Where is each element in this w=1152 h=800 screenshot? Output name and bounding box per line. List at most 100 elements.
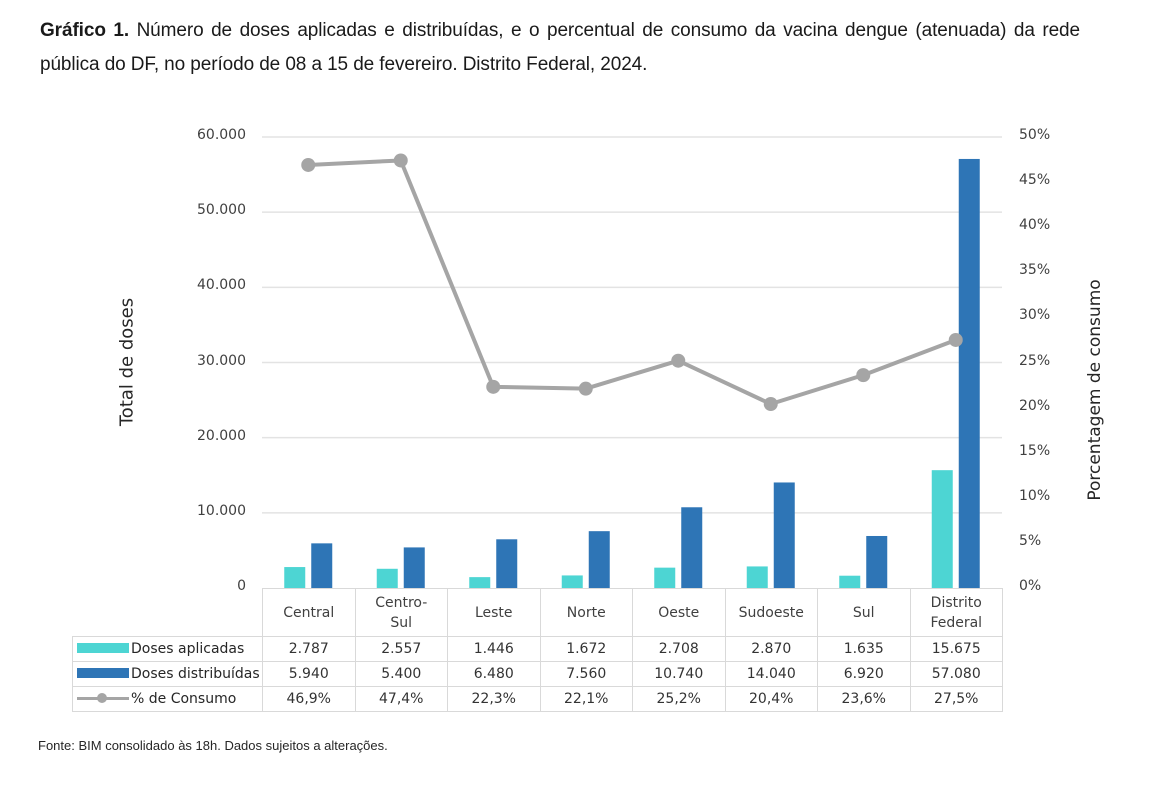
source-note: Fonte: BIM consolidado às 18h. Dados suj…: [38, 738, 388, 753]
left-tick-label: 10.000: [197, 502, 246, 519]
caption-label: Gráfico 1.: [40, 20, 130, 41]
left-tick-label: 60.000: [197, 127, 246, 143]
data-label: 27,5%: [909, 686, 1003, 712]
legend-swatch-icon: [77, 668, 129, 678]
data-label: 2.708: [632, 636, 726, 662]
left-axis-title: Total de doses: [116, 297, 138, 427]
data-label: 20,4%: [724, 686, 818, 712]
category-label: Distrito Federal: [909, 588, 1003, 637]
legend-label: Doses aplicadas: [131, 641, 245, 657]
bars: [284, 158, 980, 588]
right-tick-label: 0%: [1019, 578, 1042, 594]
right-tick-label: 30%: [1019, 307, 1051, 324]
consumo-point: [393, 153, 408, 168]
data-label: 2.787: [262, 636, 356, 662]
data-label: 6.920: [817, 661, 911, 687]
right-tick-label: 50%: [1019, 127, 1051, 143]
data-label: 6.480: [447, 661, 541, 687]
consumo-point: [948, 332, 963, 347]
category-label: Centro- Sul: [354, 588, 448, 637]
bar-doses-distribuidas: [496, 539, 518, 588]
left-tick-label: 40.000: [197, 277, 246, 294]
data-label: 14.040: [724, 661, 818, 687]
category-label-line: Federal: [930, 614, 983, 631]
category-label-line: Oeste: [658, 604, 700, 621]
data-label: 7.560: [539, 661, 633, 687]
category-label: Central: [262, 588, 356, 637]
consumo-point: [763, 396, 778, 411]
table-row: Doses aplicadas 2.787 2.557 1.446 1.672 2.708…: [72, 636, 1003, 662]
data-label: 57.080: [909, 661, 1003, 687]
legend-entry: % de Consumo: [72, 686, 263, 712]
bar-doses-aplicadas: [931, 470, 953, 588]
legend-line-marker-icon: [77, 692, 129, 704]
consumo-point: [486, 379, 501, 394]
bar-doses-aplicadas: [746, 566, 768, 588]
data-label: 1.446: [447, 636, 541, 662]
right-tick-label: 35%: [1019, 262, 1051, 279]
left-tick-label: 0: [237, 578, 246, 594]
category-label: Sul: [817, 588, 911, 637]
category-label-line: Sul: [852, 604, 875, 621]
bar-doses-aplicadas: [839, 575, 861, 588]
data-label: 23,6%: [817, 686, 911, 712]
consumo-point: [671, 353, 686, 368]
data-label: 46,9%: [262, 686, 356, 712]
category-label-line: Leste: [474, 604, 513, 621]
bar-doses-distribuidas: [311, 543, 333, 588]
right-tick-label: 15%: [1019, 442, 1051, 459]
caption-text: Número de doses aplicadas e distribuídas…: [40, 20, 1080, 75]
data-label: 2.557: [354, 636, 448, 662]
bar-doses-aplicadas: [561, 575, 583, 588]
right-tick-label: 25%: [1019, 352, 1051, 369]
category-label-line: Sudoeste: [738, 604, 804, 621]
table-row: % de Consumo 46,9% 47,4% 22,3% 22,1% 25,2% 20,…: [72, 686, 1003, 712]
data-label: 5.400: [354, 661, 448, 687]
category-label: Oeste: [632, 588, 726, 637]
data-label: 10.740: [632, 661, 726, 687]
data-label: 1.672: [539, 636, 633, 662]
right-tick-label: 40%: [1019, 217, 1051, 234]
table-row: Doses distribuídas 5.940 5.400 6.480 7.560 10…: [72, 661, 1003, 687]
right-axis-title: Porcentagem de consumo: [1085, 279, 1105, 501]
consumo-line: [301, 153, 963, 411]
gridlines: [262, 136, 1002, 514]
category-label: Sudoeste: [724, 588, 818, 637]
bar-doses-aplicadas: [376, 568, 398, 588]
legend-label: Doses distribuídas: [131, 666, 260, 682]
right-tick-label: 5%: [1019, 532, 1042, 549]
consumo-point: [856, 368, 871, 383]
bar-doses-distribuidas: [588, 531, 610, 588]
bar-doses-distribuidas: [403, 547, 425, 588]
right-tick-label: 45%: [1019, 172, 1051, 189]
category-label-line: Central: [283, 604, 335, 621]
bar-doses-aplicadas: [284, 567, 306, 588]
bar-doses-aplicadas: [469, 577, 491, 588]
chart-caption: Gráfico 1. Número de doses aplicadas e d…: [40, 14, 1080, 82]
legend-entry: Doses distribuídas: [72, 661, 263, 687]
data-label: 2.870: [724, 636, 818, 662]
table-corner: [72, 588, 263, 637]
right-tick-label: 10%: [1019, 487, 1051, 504]
bar-doses-distribuidas: [681, 507, 703, 588]
data-label: 1.635: [817, 636, 911, 662]
category-label-line: Distrito: [930, 594, 982, 611]
bar-doses-aplicadas: [654, 567, 676, 588]
data-label: 22,1%: [539, 686, 633, 712]
data-label: 25,2%: [632, 686, 726, 712]
consumo-point: [301, 157, 316, 172]
consumo-polyline: [308, 158, 957, 406]
legend-swatch-icon: [77, 643, 129, 653]
category-label-line: Sul: [390, 614, 413, 631]
left-tick-label: 50.000: [197, 202, 246, 219]
category-label: Norte: [539, 588, 633, 637]
data-label: 5.940: [262, 661, 356, 687]
legend-label: % de Consumo: [131, 691, 237, 707]
category-label: Leste: [447, 588, 541, 637]
data-label: 22,3%: [447, 686, 541, 712]
category-label-line: Centro-: [375, 594, 428, 611]
consumo-point: [578, 381, 593, 396]
left-tick-label: 30.000: [197, 352, 246, 369]
data-table: Central Centro- Sul Leste Norte Oeste Sudoeste…: [72, 588, 1003, 712]
